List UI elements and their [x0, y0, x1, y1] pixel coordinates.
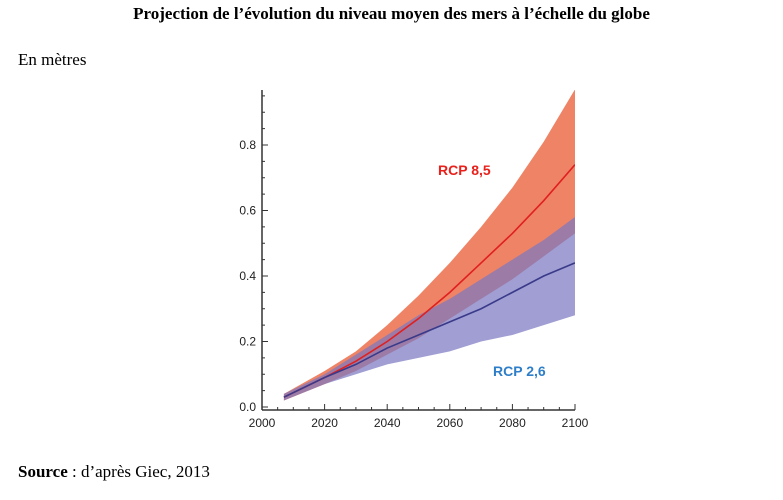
y-tick-label: 0.6 — [239, 204, 256, 218]
x-tick-label: 2060 — [436, 416, 463, 430]
unit-label: En mètres — [18, 50, 87, 69]
line-rcp-8-5 — [283, 164, 575, 398]
x-tick-label: 2040 — [374, 416, 401, 430]
chart-title: Projection de l’évolution du niveau moye… — [133, 4, 650, 23]
band-rcp-2-6 — [283, 217, 575, 401]
line-rcp-2-6 — [283, 262, 575, 398]
x-tick-label: 2080 — [499, 416, 526, 430]
source-label: Source — [18, 462, 68, 481]
y-tick-label: 0.0 — [239, 400, 256, 414]
series-label-rcp-2-6: RCP 2,6 — [493, 363, 546, 379]
x-tick-label: 2020 — [311, 416, 338, 430]
source-text: : d’après Giec, 2013 — [67, 462, 210, 481]
x-tick-label: 2100 — [562, 416, 589, 430]
y-tick-label: 0.8 — [239, 138, 256, 152]
y-tick-label: 0.2 — [239, 335, 256, 349]
series-label-rcp-8-5: RCP 8,5 — [438, 162, 491, 178]
y-tick-label: 0.4 — [239, 269, 256, 283]
source-note: Source : d’après Giec, 2013 — [18, 462, 210, 482]
band-rcp-8-5 — [283, 90, 575, 401]
x-tick-label: 2000 — [249, 416, 276, 430]
